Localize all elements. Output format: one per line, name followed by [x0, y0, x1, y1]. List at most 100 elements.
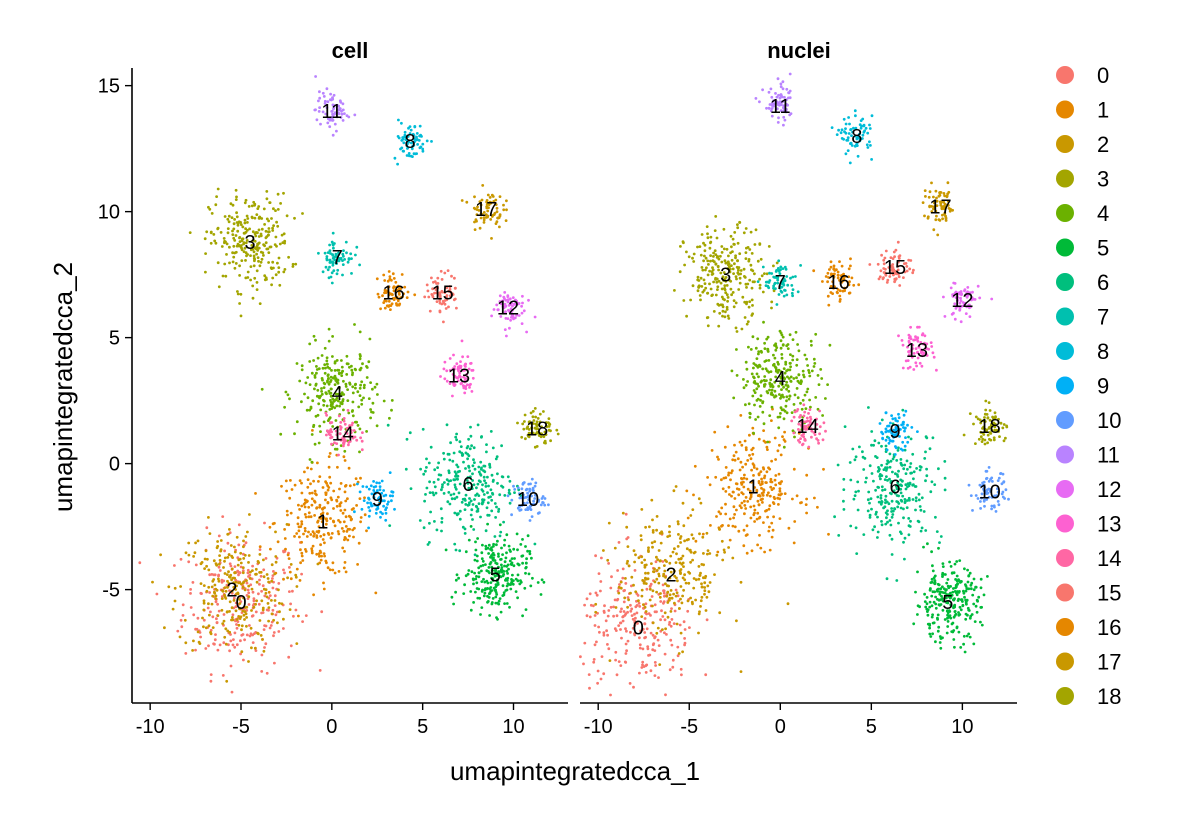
scatter-point — [520, 487, 524, 491]
scatter-point — [696, 275, 700, 279]
scatter-point — [274, 209, 277, 213]
scatter-point — [725, 247, 729, 251]
scatter-point — [644, 563, 648, 567]
scatter-point — [679, 597, 682, 601]
scatter-point — [869, 144, 872, 147]
scatter-point — [322, 399, 326, 403]
scatter-point — [513, 557, 516, 560]
scatter-point — [903, 427, 907, 430]
scatter-point — [316, 388, 320, 392]
scatter-point — [229, 564, 233, 568]
scatter-point — [868, 464, 872, 468]
scatter-point — [603, 604, 606, 608]
scatter-point — [470, 487, 474, 490]
scatter-point — [780, 492, 783, 496]
scatter-point — [954, 612, 958, 616]
scatter-point — [322, 403, 326, 407]
scatter-point — [910, 426, 914, 429]
scatter-point — [376, 505, 379, 508]
scatter-point — [228, 649, 232, 653]
scatter-point — [229, 544, 233, 547]
scatter-point — [943, 488, 947, 492]
scatter-point — [625, 649, 628, 653]
scatter-point — [738, 440, 742, 444]
scatter-point — [333, 524, 337, 528]
scatter-point — [408, 132, 412, 135]
scatter-point — [259, 234, 263, 238]
scatter-point — [539, 593, 543, 596]
scatter-point — [949, 565, 953, 568]
scatter-point — [325, 87, 329, 91]
scatter-point — [495, 572, 499, 575]
scatter-point — [934, 595, 937, 599]
scatter-point — [728, 517, 732, 521]
scatter-point — [257, 602, 261, 606]
scatter-point — [496, 481, 499, 485]
scatter-point — [238, 598, 241, 601]
scatter-point — [409, 128, 413, 132]
scatter-point — [520, 554, 524, 558]
scatter-point — [491, 491, 494, 495]
scatter-point — [285, 214, 289, 218]
scatter-point — [702, 278, 706, 282]
scatter-point — [908, 498, 911, 502]
scatter-point — [743, 499, 746, 503]
scatter-point — [300, 520, 304, 523]
scatter-point — [670, 596, 674, 600]
scatter-point — [742, 231, 746, 235]
scatter-point — [806, 364, 809, 367]
scatter-point — [315, 534, 319, 538]
scatter-point — [734, 256, 737, 260]
scatter-point — [697, 286, 701, 289]
scatter-point — [608, 659, 612, 662]
scatter-point — [760, 477, 763, 481]
scatter-point — [444, 548, 448, 552]
scatter-point — [228, 528, 231, 531]
scatter-point — [946, 625, 950, 628]
scatter-point — [342, 408, 345, 412]
scatter-point — [753, 508, 757, 512]
scatter-point — [750, 314, 754, 317]
scatter-point — [244, 276, 248, 280]
scatter-point — [413, 293, 417, 297]
scatter-point — [254, 602, 257, 606]
scatter-point — [208, 532, 212, 535]
scatter-point — [272, 207, 275, 211]
scatter-point — [267, 619, 270, 623]
scatter-point — [964, 600, 968, 604]
scatter-point — [517, 302, 520, 306]
scatter-point — [337, 414, 341, 418]
scatter-point — [367, 526, 370, 530]
scatter-point — [178, 635, 182, 639]
scatter-point — [264, 557, 268, 560]
scatter-point — [912, 477, 915, 481]
scatter-point — [197, 640, 201, 644]
scatter-point — [767, 466, 770, 470]
scatter-point — [732, 305, 736, 309]
scatter-point — [505, 584, 509, 588]
scatter-point — [624, 582, 628, 585]
scatter-point — [375, 490, 379, 494]
scatter-point — [606, 558, 610, 562]
scatter-point — [173, 564, 176, 567]
scatter-point — [764, 481, 768, 484]
scatter-point — [770, 459, 773, 463]
scatter-point — [241, 609, 245, 613]
scatter-point — [643, 605, 647, 609]
scatter-point — [788, 72, 792, 76]
scatter-point — [661, 615, 665, 618]
scatter-point — [914, 496, 918, 500]
scatter-point — [217, 577, 220, 581]
scatter-point — [497, 555, 500, 558]
scatter-point — [674, 594, 678, 598]
scatter-point — [333, 361, 337, 365]
scatter-point — [486, 581, 490, 585]
scatter-point — [826, 383, 829, 386]
scatter-point — [499, 315, 503, 318]
scatter-point — [341, 259, 344, 262]
scatter-point — [300, 554, 304, 558]
scatter-point — [729, 251, 732, 255]
scatter-point — [307, 515, 311, 519]
scatter-point — [251, 641, 255, 644]
scatter-point — [458, 517, 462, 521]
